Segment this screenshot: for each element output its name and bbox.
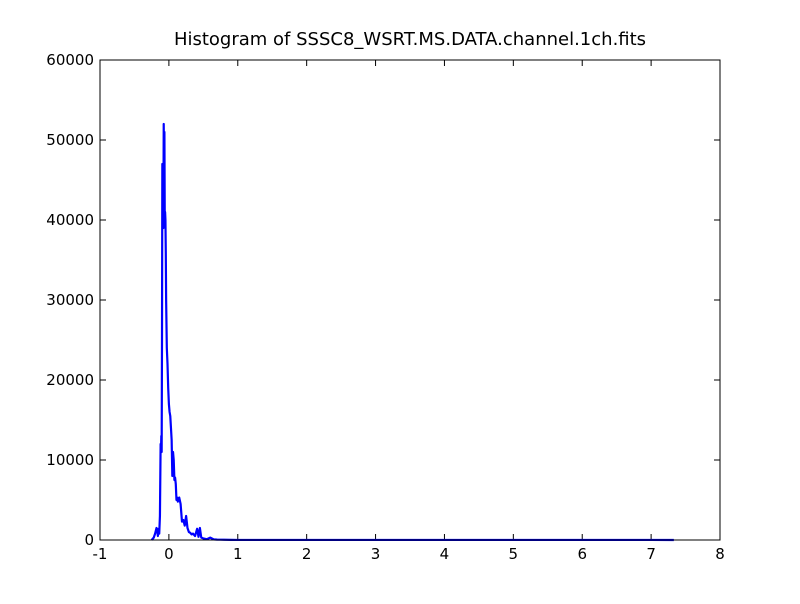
x-tick-label: 6 (577, 545, 587, 563)
y-tick-label: 30000 (46, 291, 94, 309)
x-tick-label: 5 (509, 545, 519, 563)
x-tick-label: 2 (302, 545, 312, 563)
x-tick-label: 7 (646, 545, 656, 563)
x-tick-label: 0 (164, 545, 174, 563)
x-tick-label: 4 (440, 545, 450, 563)
y-tick-label: 0 (84, 531, 94, 549)
x-tick-label: 8 (715, 545, 725, 563)
y-tick-label: 10000 (46, 451, 94, 469)
y-tick-label: 20000 (46, 371, 94, 389)
y-tick-label: 60000 (46, 51, 94, 69)
x-tick-label: 3 (371, 545, 381, 563)
x-tick-label: 1 (233, 545, 243, 563)
series-layer (150, 122, 674, 542)
chart-title: Histogram of SSSC8_WSRT.MS.DATA.channel.… (174, 29, 646, 50)
x-tick-label: -1 (93, 545, 108, 563)
ticks-layer: -1 0 1 2 3 4 5 6 7 801000020000300004000050000600… (46, 51, 724, 563)
series-line-0 (150, 122, 674, 542)
y-tick-label: 50000 (46, 131, 94, 149)
y-tick-label: 40000 (46, 211, 94, 229)
plot-frame (99, 59, 721, 541)
